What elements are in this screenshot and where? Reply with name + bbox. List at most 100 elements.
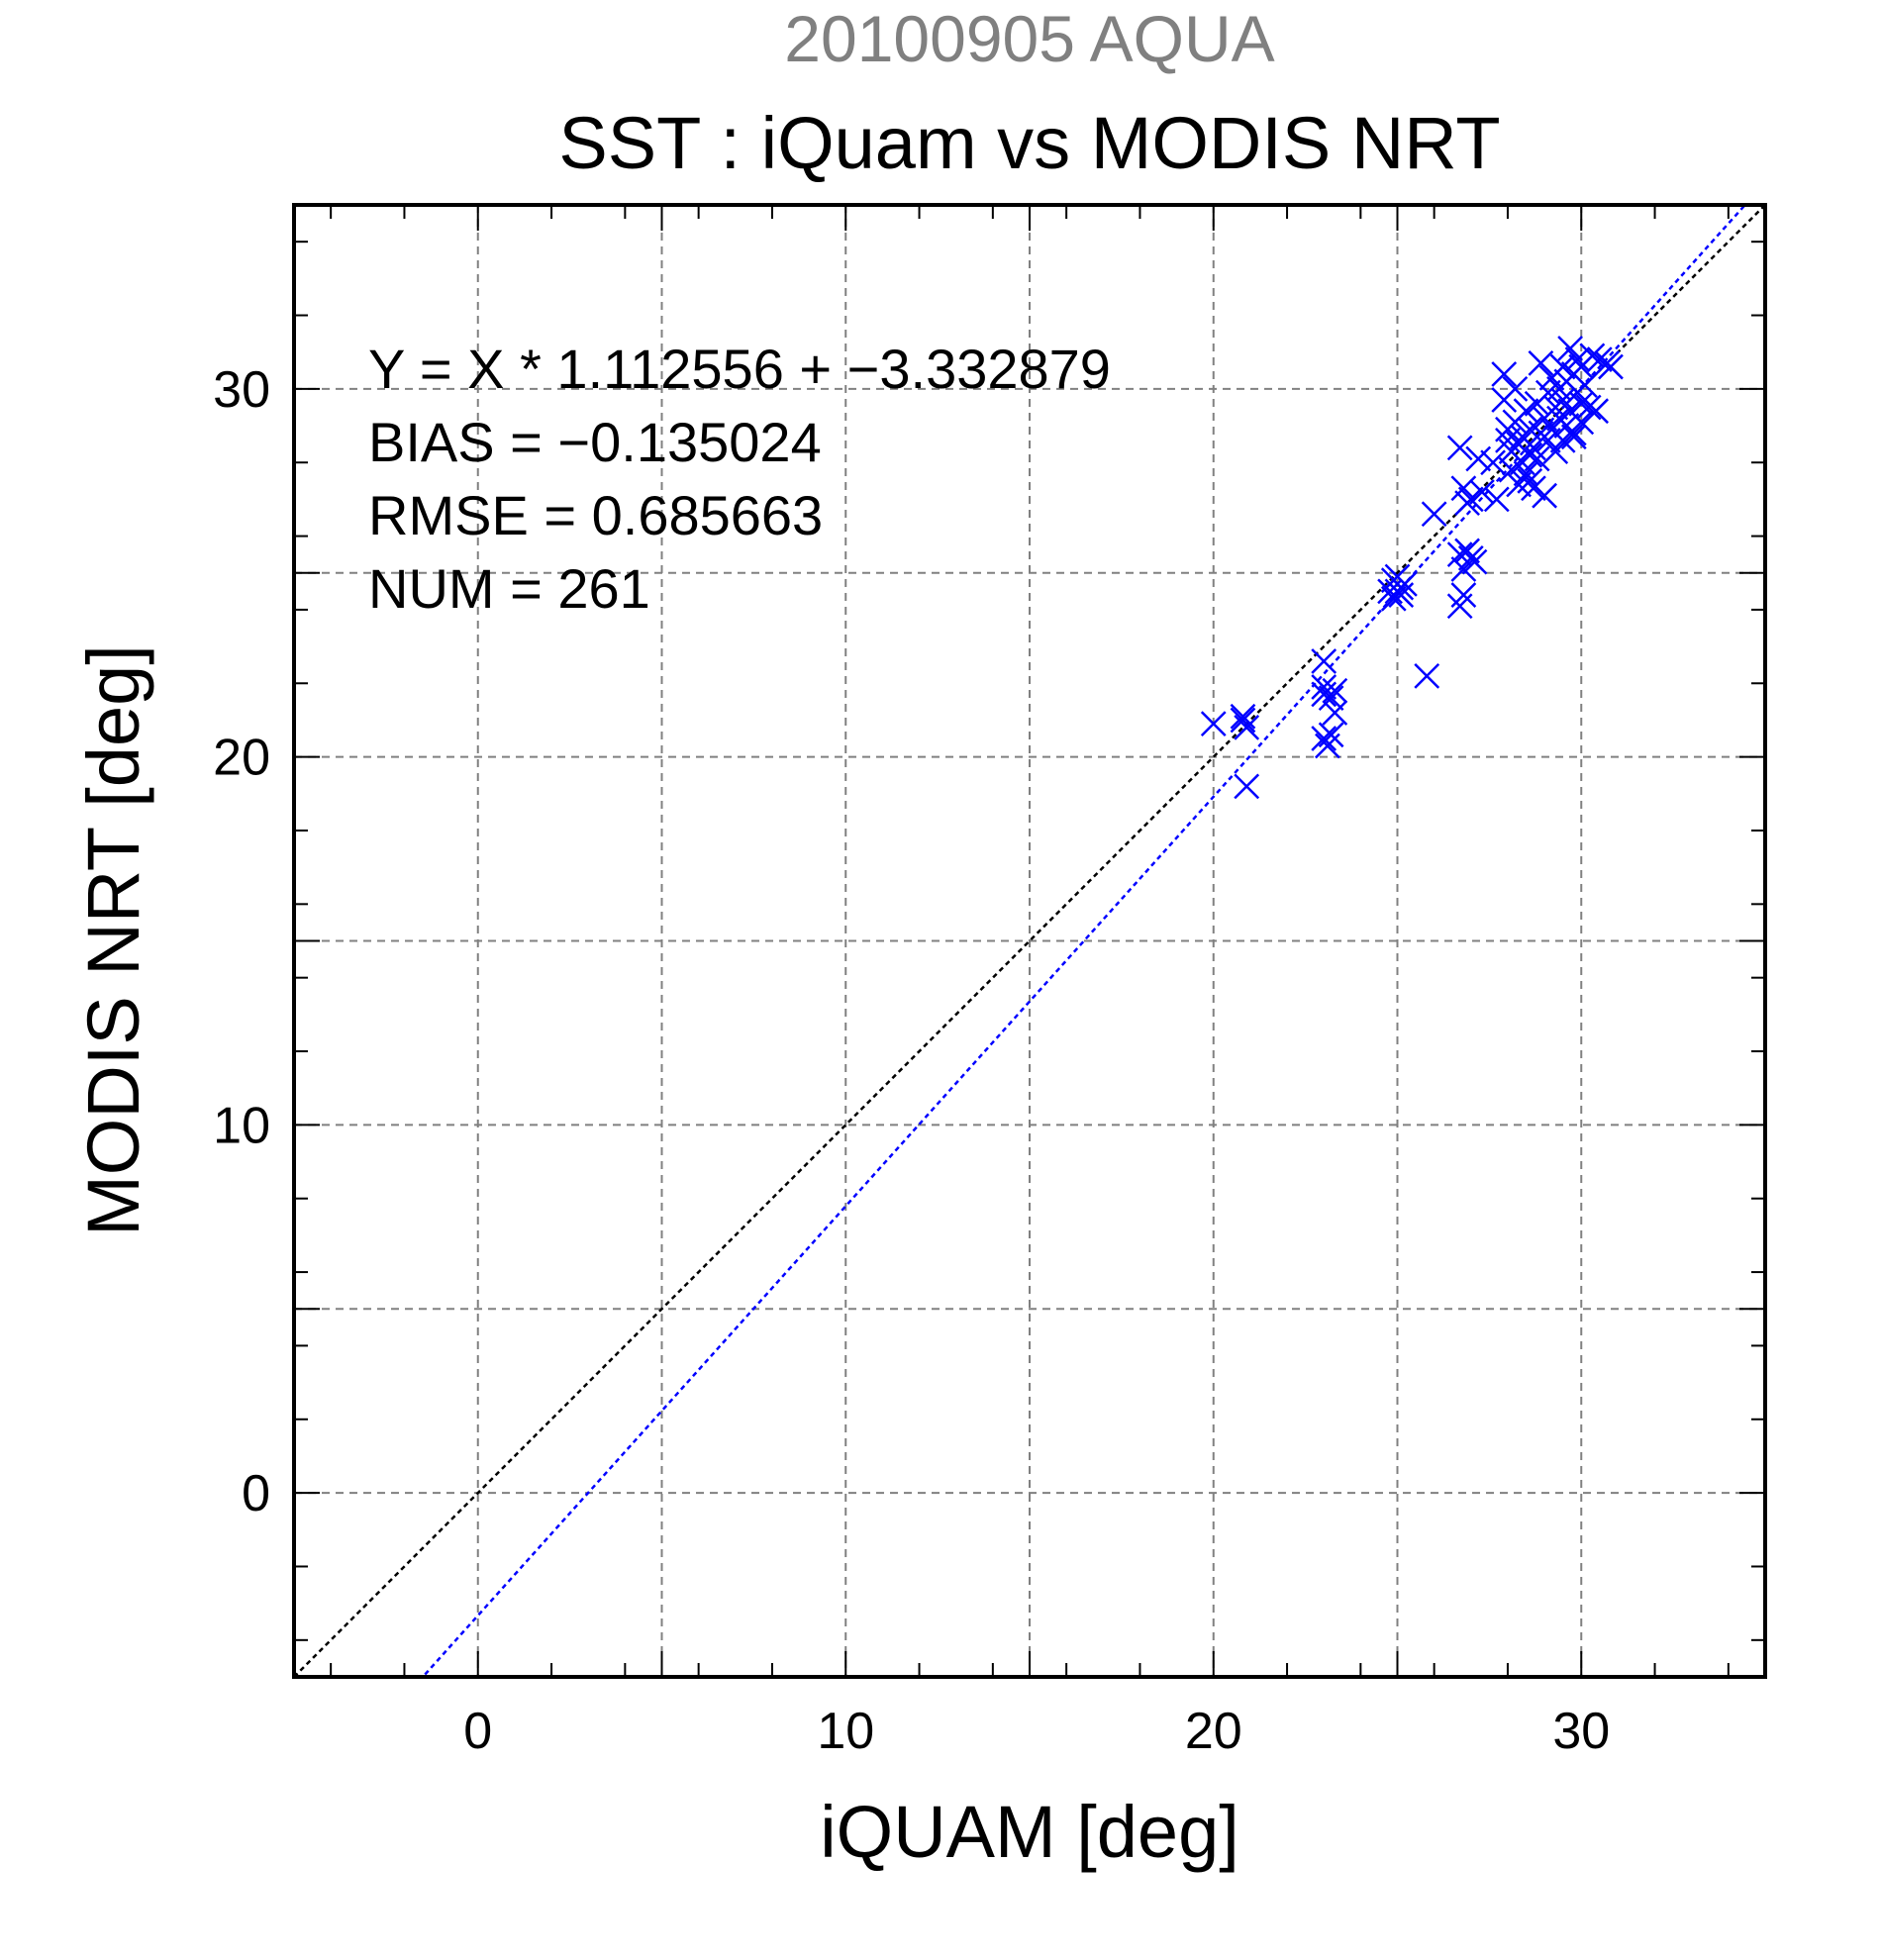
data-point [1528,349,1554,376]
y-axis-label: MODIS NRT [deg] [72,644,154,1236]
x-tick-label: 20 [1185,1703,1242,1760]
data-point [1446,435,1473,461]
data-point-stroke [1230,707,1256,734]
y-tick-labels: 0 10 20 30 [213,361,270,1522]
data-point-stroke [1318,722,1344,748]
data-point-stroke [1200,711,1227,737]
data-point-stroke [1586,346,1613,373]
chart-title: SST : iQuam vs MODIS NRT [558,102,1500,184]
data-point [1465,445,1492,472]
data-point-stroke [1495,428,1521,453]
rmse-value: RMSE = 0.685663 [368,484,823,546]
data-point-stroke [1322,700,1348,726]
data-point-stroke [1446,435,1473,461]
x-tick-label: 30 [1552,1703,1610,1760]
fit-line [421,205,1747,1677]
y-tick-label: 20 [213,730,270,787]
data-point [1450,556,1477,582]
data-point [1230,707,1256,734]
y-tick-label: 0 [242,1465,270,1522]
data-point [1234,773,1260,800]
data-point-stroke [1568,353,1595,380]
data-point-stroke [1524,445,1550,472]
data-point-stroke [1568,390,1595,417]
y-tick-label: 10 [213,1097,270,1154]
data-point-stroke [1234,773,1260,800]
data-point-stroke [1521,475,1546,502]
data-point-stroke [1560,420,1587,446]
data-point [1498,456,1525,483]
data-point [1457,486,1484,513]
data-point [1549,428,1576,453]
data-point [1480,449,1506,476]
data-point-stroke [1384,563,1411,590]
data-point-stroke [1421,501,1447,528]
data-point [1521,475,1546,502]
data-point [1414,662,1440,689]
data-point [1560,420,1587,446]
data-point [1421,501,1447,528]
data-point-stroke [1450,556,1477,582]
data-point-stroke [1549,428,1576,453]
data-point-stroke [1483,486,1510,513]
data-point [1491,361,1518,387]
data-point-stroke [1414,662,1440,689]
data-point [1469,479,1495,505]
data-point [1200,711,1227,737]
data-point [1517,467,1543,494]
data-point-stroke [1234,715,1260,740]
data-point-stroke [1583,398,1609,425]
data-point-stroke [1446,541,1473,568]
data-point-stroke [1575,394,1602,421]
data-point [1318,685,1344,712]
data-point [1513,398,1539,425]
data-point-stroke [1465,445,1492,472]
data-point [1517,441,1543,468]
grid [294,205,1765,1677]
data-point-stroke [1446,593,1473,620]
data-point [1524,445,1550,472]
data-point-stroke [1564,346,1591,373]
data-point-stroke [1311,674,1337,700]
data-point-stroke [1469,479,1495,505]
x-tick-label: 10 [817,1703,874,1760]
data-point [1388,574,1415,601]
data-point [1483,486,1510,513]
data-point-stroke [1480,449,1506,476]
data-point [1311,648,1337,674]
data-point-stroke [1502,375,1529,402]
data-point [1322,677,1348,704]
data-point [1454,538,1480,564]
data-point-stroke [1513,460,1539,487]
data-point [1461,548,1488,575]
data-point [1572,372,1598,399]
data-point-stroke [1517,467,1543,494]
data-point-stroke [1532,482,1557,509]
chart-supertitle: 20100905 AQUA [784,2,1274,75]
data-point-stroke [1491,361,1518,387]
data-point [1586,346,1613,373]
data-point [1380,585,1407,612]
data-point-stroke [1230,703,1256,730]
num-value: NUM = 261 [368,557,650,620]
data-point [1318,722,1344,748]
data-point-stroke [1380,585,1407,612]
data-point-stroke [1461,548,1488,575]
x-axis-label: iQUAM [deg] [820,1791,1239,1873]
data-point-stroke [1454,538,1480,564]
plot-frame [292,203,1767,1679]
data-point [1450,475,1477,502]
data-point-stroke [1557,336,1583,361]
data-point-stroke [1498,456,1525,483]
bias-value: BIAS = −0.135024 [368,411,822,473]
data-point-stroke [1457,486,1484,513]
reference-lines [294,205,1765,1677]
data-point [1575,394,1602,421]
x-tick-labels: 0 10 20 30 [463,1703,1610,1760]
stats-annotation: Y = X * 1.112556 + −3.332879 BIAS = −0.1… [368,338,1111,620]
x-tick-label: 0 [463,1703,492,1760]
data-point [1502,375,1529,402]
data-point [1446,593,1473,620]
data-point [1598,353,1624,380]
